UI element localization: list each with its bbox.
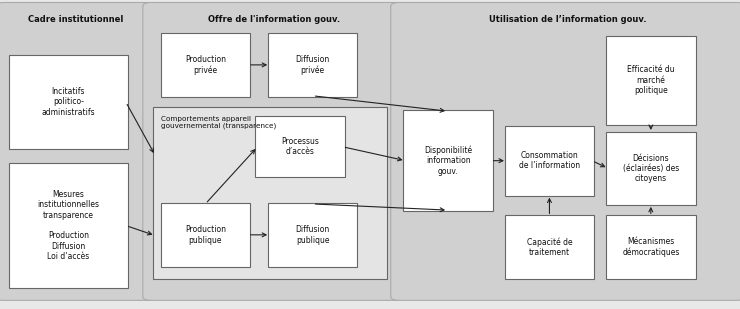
Text: Utilisation de l’information gouv.: Utilisation de l’information gouv. (489, 15, 647, 24)
FancyBboxPatch shape (161, 203, 250, 267)
Text: Production
publique: Production publique (185, 225, 226, 244)
FancyBboxPatch shape (268, 203, 357, 267)
Text: Diffusion
privée: Diffusion privée (295, 55, 330, 75)
Text: Processus
d’accès: Processus d’accès (281, 137, 319, 156)
Text: Consommation
de l’information: Consommation de l’information (519, 151, 580, 170)
Text: Efficacité du
marché
politique: Efficacité du marché politique (627, 66, 675, 95)
Text: Capacité de
traitement: Capacité de traitement (527, 237, 572, 257)
FancyBboxPatch shape (403, 110, 493, 211)
FancyBboxPatch shape (505, 126, 594, 196)
FancyBboxPatch shape (606, 36, 696, 125)
FancyBboxPatch shape (9, 163, 128, 288)
Text: Décisions
(éclairées) des
citoyens: Décisions (éclairées) des citoyens (622, 154, 679, 183)
FancyBboxPatch shape (606, 132, 696, 205)
FancyBboxPatch shape (606, 215, 696, 279)
FancyBboxPatch shape (143, 2, 405, 300)
FancyBboxPatch shape (255, 116, 345, 177)
FancyBboxPatch shape (391, 2, 740, 300)
Text: Mécanismes
démocratiques: Mécanismes démocratiques (622, 237, 679, 257)
Text: Incitatifs
politico-
administratifs: Incitatifs politico- administratifs (41, 87, 95, 117)
Text: Disponibilité
information
gouv.: Disponibilité information gouv. (424, 146, 472, 176)
Text: Offre de l'information gouv.: Offre de l'information gouv. (208, 15, 340, 24)
Text: Comportements appareil
gouvernemental (transparence): Comportements appareil gouvernemental (t… (161, 116, 277, 129)
FancyBboxPatch shape (505, 215, 594, 279)
FancyBboxPatch shape (161, 33, 250, 97)
FancyBboxPatch shape (9, 55, 128, 149)
FancyBboxPatch shape (0, 2, 157, 300)
Text: Mesures
institutionnelles
transparence

Production
Diffusion
Loi d’accès: Mesures institutionnelles transparence P… (38, 190, 99, 261)
FancyBboxPatch shape (268, 33, 357, 97)
Text: Diffusion
publique: Diffusion publique (295, 225, 330, 244)
Text: Production
privée: Production privée (185, 55, 226, 75)
FancyBboxPatch shape (153, 107, 387, 279)
Text: Cadre institutionnel: Cadre institutionnel (28, 15, 124, 24)
